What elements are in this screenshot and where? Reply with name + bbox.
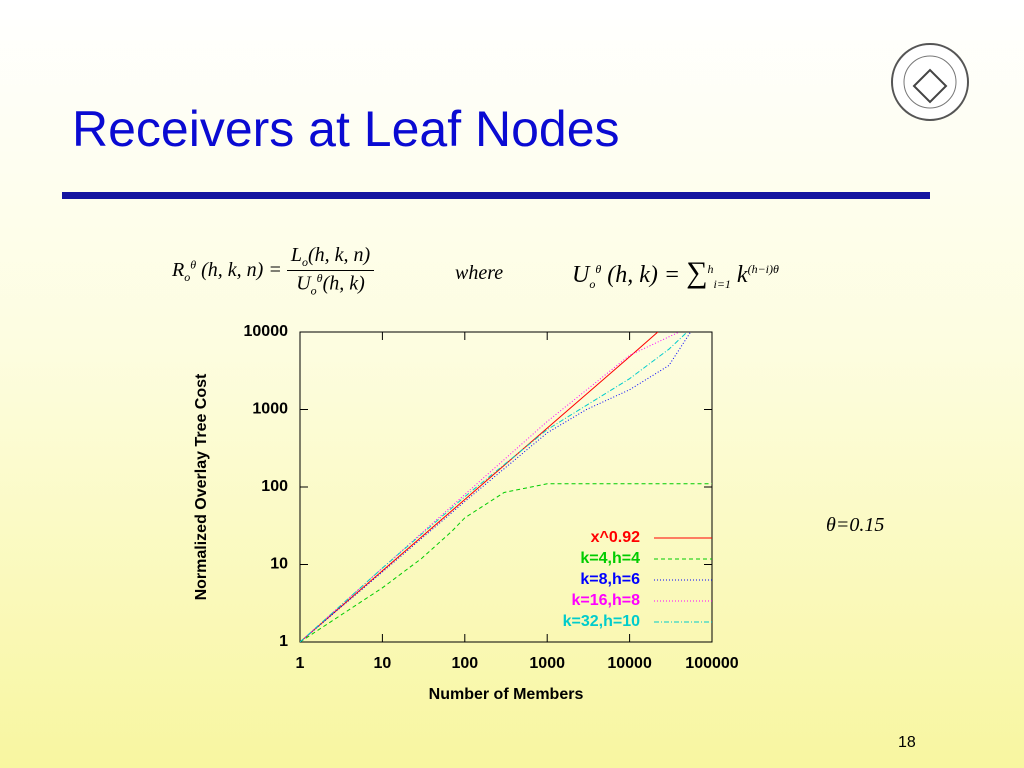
plot-frame (299, 331, 713, 643)
legend-label: x^0.92 (591, 529, 640, 546)
y-tick-label: 10000 (244, 323, 289, 340)
theta-annotation: θ=0.15 (826, 514, 885, 536)
legend-label: k=16,h=8 (572, 592, 641, 609)
x-tick-label: 10000 (607, 655, 652, 672)
series-line (300, 332, 688, 642)
series-line (300, 483, 712, 642)
legend-label: k=32,h=10 (563, 613, 641, 630)
y-tick-label: 10 (270, 556, 288, 573)
formula-right: Uoθ (h, k) = ∑hi=1 k(h−i)θ (572, 256, 779, 291)
y-tick-label: 100 (261, 478, 288, 495)
y-axis-label: Normalized Overlay Tree Cost (193, 373, 210, 600)
series-line (300, 332, 680, 642)
y-tick-label: 1 (279, 633, 288, 650)
x-tick-label: 100 (451, 655, 478, 672)
x-tick-label: 1000 (529, 655, 565, 672)
series-line (300, 332, 692, 642)
title-rule (62, 192, 930, 199)
legend-label: k=4,h=4 (580, 550, 640, 567)
logo (891, 43, 969, 121)
slide-title: Receivers at Leaf Nodes (72, 101, 620, 157)
y-tick-label: 1000 (252, 401, 288, 418)
x-tick-label: 100000 (685, 655, 738, 672)
x-tick-label: 10 (374, 655, 392, 672)
formula-left: Roθ (h, k, n) = Lo(h, k, n) Uoθ(h, k) (172, 244, 375, 299)
x-axis-label: Number of Members (429, 686, 584, 703)
x-tick-label: 1 (296, 655, 305, 672)
series-line (300, 332, 659, 642)
legend-label: k=8,h=6 (580, 571, 640, 588)
where-text: where (455, 262, 504, 284)
page-number: 18 (898, 734, 916, 751)
